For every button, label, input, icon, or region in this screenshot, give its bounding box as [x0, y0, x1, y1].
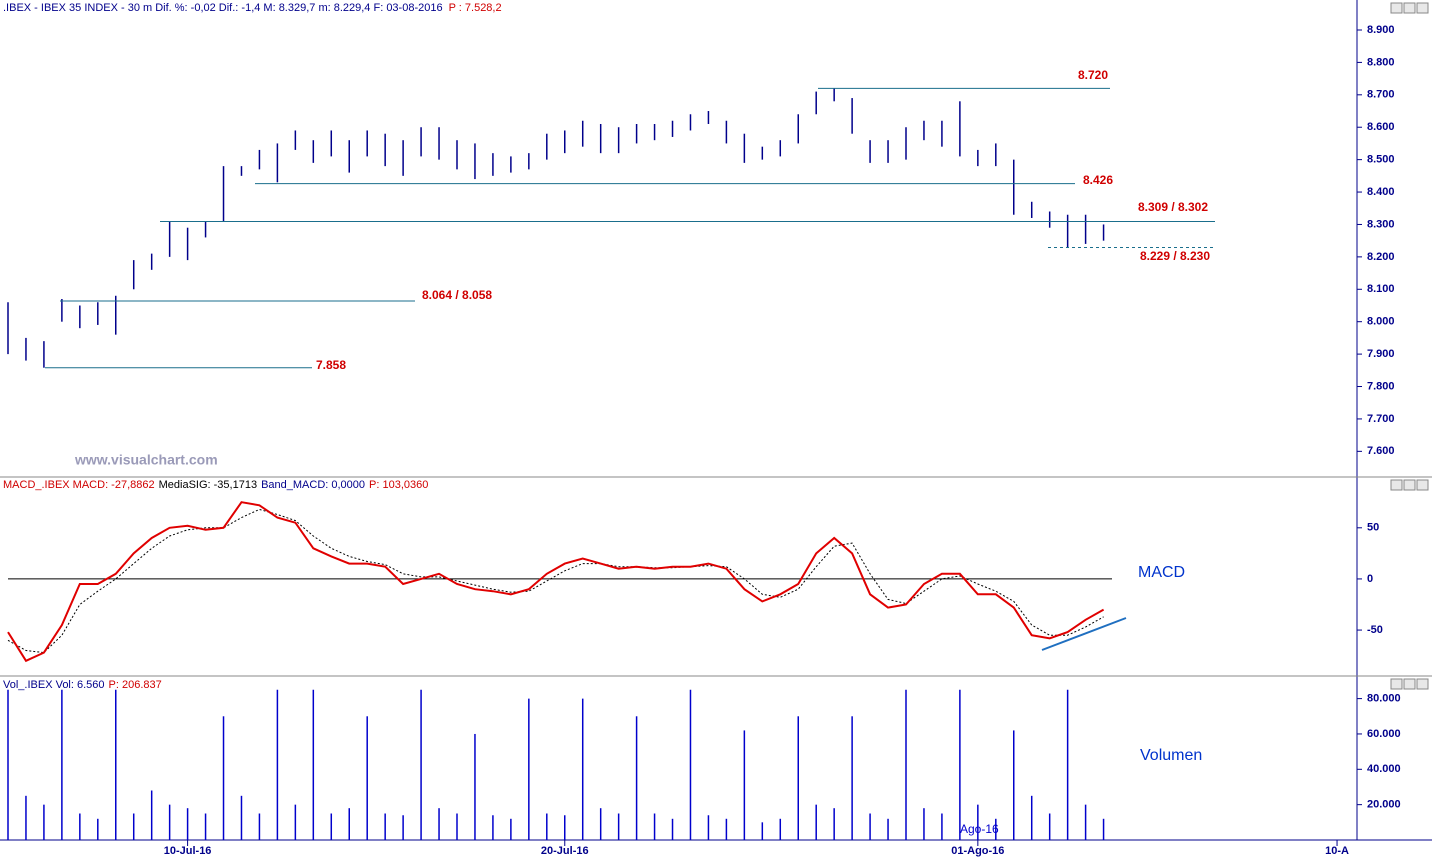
y-tick-label: 50	[1367, 522, 1379, 534]
y-tick-label: 7.700	[1367, 413, 1395, 425]
header-part: Vol_.IBEX Vol: 6.560	[3, 679, 105, 691]
y-tick-label: 80.000	[1367, 693, 1401, 705]
y-tick-label: 7.800	[1367, 380, 1395, 392]
panel-header: MACD_.IBEX MACD: -27,8862 MediaSIG: -35,1…	[3, 479, 428, 491]
header-part: P: 206.837	[109, 679, 162, 691]
y-tick-label: 8.000	[1367, 316, 1395, 328]
panel-label: Volumen	[1140, 747, 1202, 764]
header-part: Band_MACD: 0,0000	[261, 479, 365, 491]
header-part: P: 103,0360	[369, 479, 428, 491]
close-button[interactable]	[1416, 678, 1429, 690]
header-part: MediaSIG: -35,1713	[159, 479, 257, 491]
minimize-button[interactable]	[1390, 2, 1403, 14]
y-tick-label: 8.400	[1367, 186, 1395, 198]
watermark: www.visualchart.com	[74, 452, 218, 468]
trend-line	[1041, 617, 1127, 651]
title-extra: P : 7.528,2	[449, 2, 502, 14]
minimize-button[interactable]	[1390, 479, 1403, 491]
y-tick-label: 7.900	[1367, 348, 1395, 360]
level-label: 8.309 / 8.302	[1138, 200, 1208, 214]
y-tick-label: 8.100	[1367, 283, 1395, 295]
macd-line	[7, 508, 1104, 654]
y-tick-label: 0	[1367, 573, 1373, 585]
header-part: MACD_.IBEX MACD: -27,8862	[3, 479, 155, 491]
x-tick-label: 20-Jul-16	[541, 845, 589, 857]
x-tick-label: 10-A	[1325, 845, 1349, 857]
level-label: 7.858	[316, 358, 346, 372]
y-tick-label: 20.000	[1367, 799, 1401, 811]
y-tick-label: 8.500	[1367, 154, 1395, 166]
y-tick-label: -50	[1367, 624, 1383, 636]
maximize-button[interactable]	[1403, 678, 1416, 690]
y-tick-label: 60.000	[1367, 728, 1401, 740]
maximize-button[interactable]	[1403, 479, 1416, 491]
y-tick-label: 40.000	[1367, 763, 1401, 775]
annotation: Ago-16	[960, 822, 999, 836]
y-tick-label: 8.800	[1367, 56, 1395, 68]
x-tick-label: 10-Jul-16	[164, 845, 212, 857]
macd-line	[7, 501, 1105, 663]
level-label: 8.229 / 8.230	[1140, 249, 1210, 263]
maximize-button[interactable]	[1403, 2, 1416, 14]
panel-header: Vol_.IBEX Vol: 6.560 P: 206.837	[3, 679, 162, 691]
y-tick-label: 8.300	[1367, 218, 1395, 230]
y-tick-label: 8.900	[1367, 24, 1395, 36]
close-button[interactable]	[1416, 2, 1429, 14]
y-tick-label: 8.700	[1367, 89, 1395, 101]
title-text: .IBEX - IBEX 35 INDEX - 30 m Dif. %: -0,…	[3, 2, 443, 14]
level-label: 8.064 / 8.058	[422, 288, 492, 302]
y-tick-label: 7.600	[1367, 445, 1395, 457]
chart-title: .IBEX - IBEX 35 INDEX - 30 m Dif. %: -0,…	[3, 2, 502, 14]
level-label: 8.426	[1083, 173, 1113, 187]
close-button[interactable]	[1416, 479, 1429, 491]
y-tick-label: 8.200	[1367, 251, 1395, 263]
minimize-button[interactable]	[1390, 678, 1403, 690]
panel-buttons	[1390, 2, 1429, 690]
panel-label: MACD	[1138, 564, 1185, 581]
y-tick-label: 8.600	[1367, 121, 1395, 133]
x-tick-label: 01-Ago-16	[951, 845, 1004, 857]
level-label: 8.720	[1078, 68, 1108, 82]
